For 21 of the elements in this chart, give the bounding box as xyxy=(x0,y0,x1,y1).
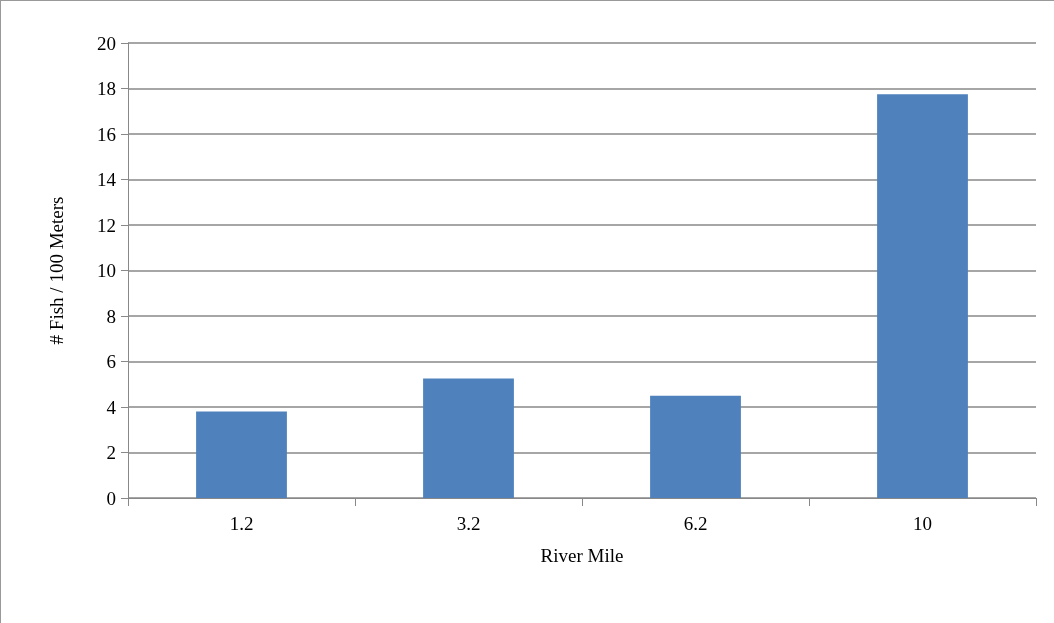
y-axis-title: # Fish / 100 Meters xyxy=(46,196,67,345)
y-tick-label: 12 xyxy=(97,214,116,236)
x-tick-label: 6.2 xyxy=(683,513,708,534)
y-tick-label: 16 xyxy=(97,123,116,145)
y-tick-label: 6 xyxy=(106,351,116,372)
y-tick-label: 0 xyxy=(106,487,116,509)
x-tick-label: 1.2 xyxy=(229,513,254,534)
x-tick-label: 3.2 xyxy=(456,513,481,534)
y-tick-label: 2 xyxy=(106,442,116,463)
y-tick-label: 14 xyxy=(97,169,117,190)
y-tick-label: 8 xyxy=(106,305,116,327)
x-axis-title: River Mile xyxy=(540,545,624,566)
y-tick-label: 10 xyxy=(97,260,116,281)
y-tick-label: 18 xyxy=(97,78,116,99)
bar xyxy=(877,94,968,498)
bar xyxy=(650,395,741,498)
x-tick-label: 10 xyxy=(913,513,932,534)
bar xyxy=(423,378,514,498)
bar xyxy=(196,411,287,498)
y-tick-label: 20 xyxy=(97,32,116,54)
y-tick-label: 4 xyxy=(106,396,117,418)
